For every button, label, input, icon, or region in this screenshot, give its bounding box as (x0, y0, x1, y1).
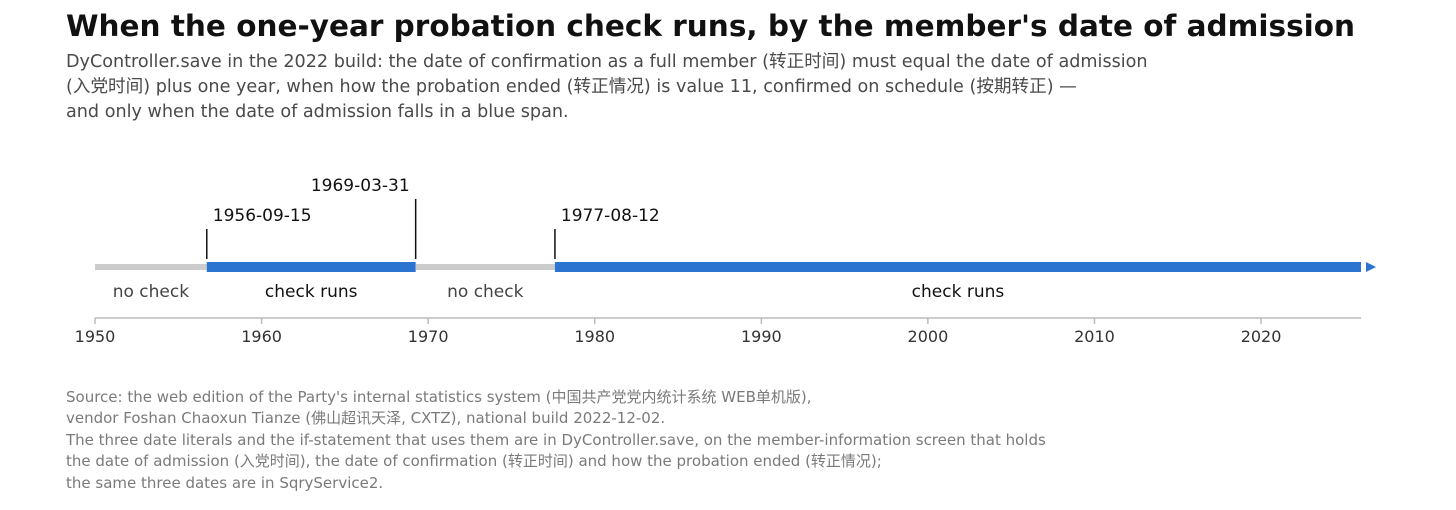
x-tick-label: 1990 (741, 327, 782, 346)
date-marker-label: 1969-03-31 (311, 176, 410, 196)
span-label: no check (447, 282, 524, 302)
subtitle-line: (入党时间) plus one year, when how the proba… (66, 77, 1077, 97)
x-tick-label: 1980 (574, 327, 615, 346)
source-line: the same three dates are in SqryService2… (66, 473, 384, 492)
span-bar-active (206, 262, 416, 272)
span-bar-inactive (95, 264, 207, 270)
span-label: no check (113, 282, 190, 302)
x-tick-label: 1960 (241, 327, 282, 346)
span-label: check runs (912, 282, 1005, 302)
x-tick-label: 2000 (908, 327, 949, 346)
x-tick-label: 2010 (1074, 327, 1115, 346)
source-note: Source: the web edition of the Party's i… (66, 387, 1046, 494)
span-bar-active (554, 262, 1361, 272)
x-tick-label: 1970 (408, 327, 449, 346)
span-bar-inactive (415, 264, 555, 270)
subtitle-line: DyController.save in the 2022 build: the… (66, 52, 1148, 72)
open-ended-arrow (1366, 262, 1376, 272)
source-line: the date of admission (入党时间), the date o… (66, 452, 882, 471)
span-label: check runs (265, 282, 358, 302)
source-line: Source: the web edition of the Party's i… (66, 388, 812, 406)
subtitle-line: and only when the date of admission fall… (66, 102, 569, 122)
date-marker-label: 1956-09-15 (213, 206, 312, 226)
chart-subtitle: DyController.save in the 2022 build: the… (66, 50, 1148, 125)
source-line: The three date literals and the if-state… (66, 430, 1046, 449)
x-tick-label: 1950 (75, 327, 116, 346)
source-line: vendor Foshan Chaoxun Tianze (佛山超讯天泽, CX… (66, 409, 666, 428)
timeline-chart: no check check runs no check check runs 1956… (75, 176, 1376, 346)
date-marker-label: 1977-08-12 (561, 206, 660, 226)
x-tick-label: 2020 (1241, 327, 1282, 346)
chart-title: When the one-year probation check runs, … (66, 9, 1356, 43)
